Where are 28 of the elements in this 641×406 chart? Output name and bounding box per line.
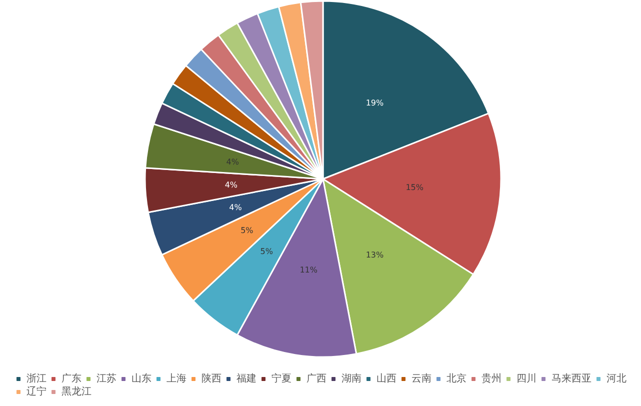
data-label: 5% bbox=[260, 247, 274, 256]
legend-label: 四川 bbox=[516, 372, 536, 384]
legend-label: 北京 bbox=[446, 372, 466, 384]
legend-label: 云南 bbox=[412, 372, 432, 384]
legend-label: 福建 bbox=[236, 372, 256, 384]
legend-label: 山西 bbox=[376, 372, 396, 384]
legend-label: 山东 bbox=[132, 372, 152, 384]
legend-label: 辽宁 bbox=[26, 386, 46, 398]
data-label: 11% bbox=[300, 265, 318, 274]
legend-label: 贵州 bbox=[482, 372, 502, 384]
legend-label: 陕西 bbox=[202, 372, 222, 384]
data-label: 19% bbox=[366, 98, 384, 108]
data-label: 4% bbox=[226, 157, 240, 166]
data-label: 15% bbox=[406, 183, 424, 192]
legend-label: 湖南 bbox=[342, 372, 362, 384]
legend-label: 浙江 bbox=[26, 372, 46, 384]
legend-label: 河北 bbox=[606, 372, 626, 384]
legend-label: 马来西亚 bbox=[552, 372, 592, 384]
legend-label: 宁夏 bbox=[272, 372, 292, 384]
data-label: 4% bbox=[229, 202, 242, 212]
legend-label: 上海 bbox=[166, 372, 186, 384]
legend-label: 黑龙江 bbox=[62, 386, 92, 398]
legend-label: 江苏 bbox=[96, 372, 116, 384]
legend-label: 广西 bbox=[306, 372, 326, 384]
data-label: 13% bbox=[366, 250, 384, 260]
legend-label: 广东 bbox=[62, 372, 82, 384]
data-label: 5% bbox=[240, 226, 254, 236]
data-label: 4% bbox=[224, 180, 238, 190]
